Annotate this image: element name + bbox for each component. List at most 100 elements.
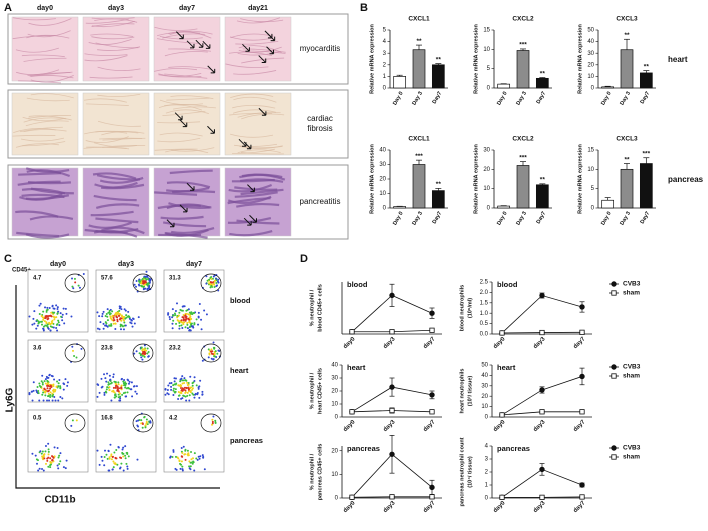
bar [639, 163, 653, 209]
flow-event [126, 465, 129, 468]
tissue-texture [27, 30, 71, 38]
flow-event [181, 389, 184, 392]
x-tick-label: Day7 [536, 91, 548, 105]
marker [429, 409, 435, 415]
flow-event [218, 350, 221, 353]
significance: ** [416, 38, 422, 45]
marker [499, 412, 505, 418]
flow-event [148, 279, 151, 282]
y-tick-label: 0 [485, 415, 489, 421]
flow-event [213, 347, 216, 350]
marker [579, 409, 585, 415]
flow-event [47, 317, 50, 320]
flow-event [182, 379, 185, 382]
tissue-texture [95, 217, 139, 224]
y-tick-label: 2 [485, 470, 489, 476]
tissue-texture [225, 63, 269, 68]
flow-event [108, 374, 111, 377]
flow-event [193, 469, 196, 472]
arrow [186, 182, 195, 191]
flow-event [57, 456, 60, 459]
flow-event [37, 392, 40, 395]
flow-event [35, 462, 38, 465]
flow-event [99, 321, 102, 324]
flow-event [42, 455, 45, 458]
flow-event [112, 386, 115, 389]
y-tick-label: 3 [485, 457, 489, 463]
flow-event [122, 316, 125, 319]
flow-event [38, 399, 41, 402]
flow-event [185, 379, 188, 382]
flow-event [108, 457, 111, 460]
flow-event [96, 311, 99, 314]
flow-event [120, 387, 123, 390]
flow-event [130, 319, 133, 322]
flow-event [63, 322, 66, 325]
flow-event [172, 449, 175, 452]
flow-event [45, 309, 48, 312]
tissue-texture [18, 172, 62, 176]
flow-event [101, 385, 104, 388]
flow-event [111, 319, 114, 322]
flow-event [184, 449, 187, 452]
flow-event [118, 387, 121, 390]
tissue-texture [239, 145, 283, 150]
bar [639, 72, 653, 89]
flow-event [127, 382, 130, 385]
gate [132, 343, 154, 363]
flow-event [115, 384, 118, 387]
y-tick-label: 40 [379, 148, 386, 154]
flow-event [112, 373, 115, 376]
legend-label: sham [623, 290, 640, 297]
flow-event [212, 275, 215, 278]
flow-event [41, 316, 44, 319]
column-label: day0 [37, 5, 53, 12]
flow-event [210, 348, 213, 351]
flow-event [119, 397, 122, 400]
flow-event [182, 445, 185, 448]
flow-event [124, 454, 127, 457]
y-tick-label: 5 [487, 66, 491, 72]
flow-event [132, 318, 135, 321]
row-label: pancreatitis [299, 197, 341, 206]
gate-percentage: 57.6 [101, 276, 113, 282]
y-tick-label: 30 [331, 376, 338, 382]
flow-event [197, 323, 200, 326]
bar [620, 168, 634, 209]
flow-event [100, 377, 103, 380]
flow-event [186, 384, 189, 387]
flow-event [174, 455, 177, 458]
tissue-texture [23, 117, 67, 123]
flow-event [32, 317, 35, 320]
y-axis-label: blood CD45+ cells [317, 284, 323, 332]
flow-event [56, 306, 59, 309]
tissue-texture [234, 143, 278, 147]
flow-event [187, 308, 190, 311]
gate-percentage: 23.2 [169, 346, 181, 352]
flow-event [45, 321, 48, 324]
flow-event [201, 454, 204, 457]
flow-event [108, 389, 111, 392]
flow-event [52, 307, 55, 310]
flow-event [109, 443, 112, 446]
legend-label: CVB3 [623, 364, 641, 371]
flow-event [112, 390, 115, 393]
y-tick-label: 1.0 [480, 311, 489, 317]
flow-event [58, 324, 61, 327]
flow-event [213, 279, 216, 282]
flow-event [50, 374, 53, 377]
flow-event [188, 467, 191, 470]
y-tick-label: 0.0 [480, 332, 489, 338]
flow-event [137, 316, 140, 319]
flow-event [122, 446, 125, 449]
x-axis-label: CD11b [44, 495, 75, 506]
bar [431, 64, 445, 89]
row-label: blood [230, 296, 251, 305]
flow-event [47, 327, 50, 330]
column-label: day0 [50, 261, 66, 268]
row-frame [7, 13, 349, 85]
flow-event [59, 312, 62, 315]
tissue-texture [242, 48, 286, 53]
flow-event [191, 392, 194, 395]
flow-event [124, 317, 127, 320]
